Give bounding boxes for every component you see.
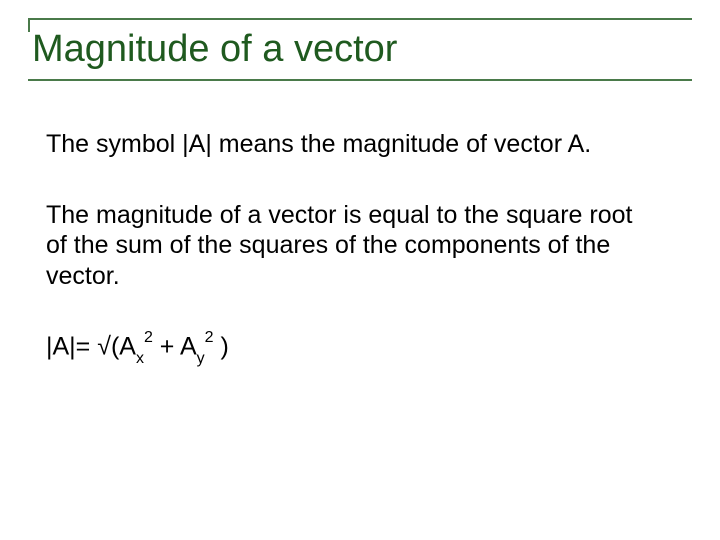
formula-plus: + A [153, 332, 197, 360]
title-rule-bottom [28, 79, 692, 81]
radical-icon: √ [97, 332, 111, 360]
slide-title: Magnitude of a vector [28, 18, 692, 81]
formula: |A|= √(Ax2 + Ay2 ) [46, 331, 652, 366]
paragraph-2: The magnitude of a vector is equal to th… [46, 200, 652, 292]
formula-sub-y: y [197, 350, 205, 367]
title-rule-top [28, 18, 692, 20]
formula-lhs: |A|= [46, 332, 97, 360]
formula-sub-x: x [136, 350, 144, 367]
paragraph-1: The symbol |A| means the magnitude of ve… [46, 129, 652, 160]
formula-close: ) [214, 332, 229, 360]
title-container: Magnitude of a vector [28, 18, 692, 81]
formula-sup-2a: 2 [144, 329, 153, 346]
title-tick-left [28, 18, 30, 32]
slide: Magnitude of a vector The symbol |A| mea… [0, 0, 720, 540]
formula-open: (A [111, 332, 136, 360]
formula-sup-2b: 2 [205, 329, 214, 346]
slide-content: The symbol |A| means the magnitude of ve… [28, 129, 692, 366]
